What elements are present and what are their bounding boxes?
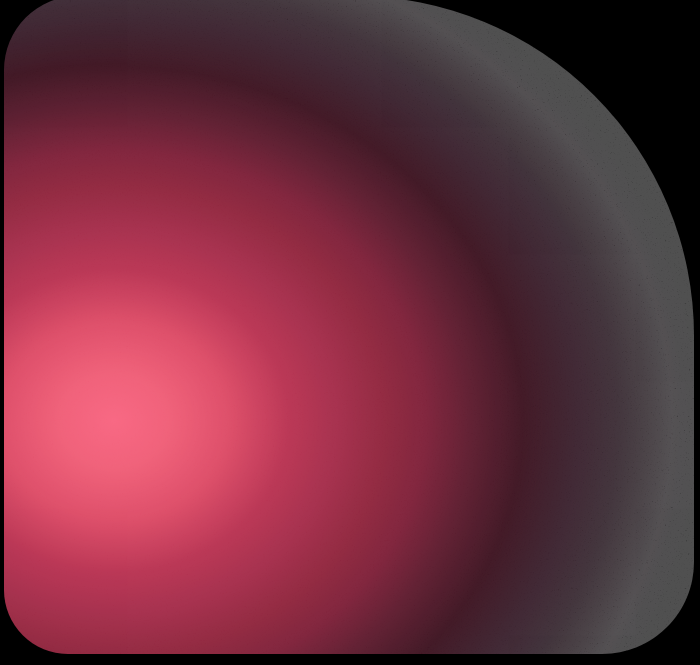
- edge-noise-texture: [4, 0, 694, 654]
- edge-dither-speckle: [4, 0, 694, 654]
- grain-noise-overlay: [4, 0, 694, 654]
- red-glow-gradient: [4, 0, 694, 654]
- noise-texture: [4, 0, 694, 654]
